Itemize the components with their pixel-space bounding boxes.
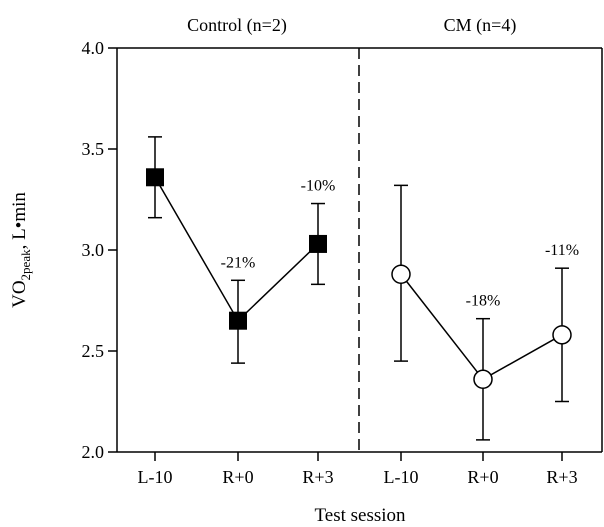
y-axis-title-main: VO <box>9 280 30 307</box>
x-tick-label-g1-0: L-10 <box>384 467 419 487</box>
point-g0-1 <box>229 311 247 330</box>
y-axis-title: VO2peak, L•min <box>9 192 33 308</box>
pct-label-g0-2: -10% <box>301 178 336 195</box>
x-tick-label-g0-0: L-10 <box>138 467 173 487</box>
point-g0-0 <box>146 168 164 187</box>
y-tick-label-2: 3.0 <box>82 240 105 260</box>
y-tick-label-4: 4.0 <box>82 38 105 58</box>
series-line-1 <box>400 273 563 381</box>
y-axis-title-suffix: , L•min <box>9 192 30 250</box>
point-g1-0 <box>391 264 411 284</box>
series-line-0 <box>154 176 319 322</box>
y-tick-label-3: 3.5 <box>82 139 105 159</box>
x-tick-label-g1-1: R+0 <box>467 467 498 487</box>
y-tick-label-0: 2.0 <box>82 442 105 462</box>
pct-label-g0-1: -21% <box>221 254 256 271</box>
point-g1-2 <box>552 325 572 345</box>
point-g0-2 <box>309 234 327 253</box>
x-axis-title: Test session <box>314 505 406 526</box>
group-title-0: Control (n=2) <box>187 15 287 36</box>
group-title-1: CM (n=4) <box>444 15 517 36</box>
x-tick-label-g0-1: R+0 <box>222 467 253 487</box>
plot-frame <box>116 47 603 453</box>
x-tick-label-g1-2: R+3 <box>546 467 577 487</box>
chart-marks: 2.0 2.5 3.0 3.5 4.0 Control (n=2) L-10 R+0 R+3 -2… <box>82 15 580 487</box>
pct-label-g1-2: -11% <box>545 242 579 259</box>
y-axis-title-subscript: 2peak <box>18 249 33 281</box>
y-tick-label-1: 2.5 <box>82 341 105 361</box>
x-tick-label-g0-2: R+3 <box>302 467 333 487</box>
point-g1-1 <box>473 369 493 390</box>
pct-label-g1-1: -18% <box>466 293 501 310</box>
